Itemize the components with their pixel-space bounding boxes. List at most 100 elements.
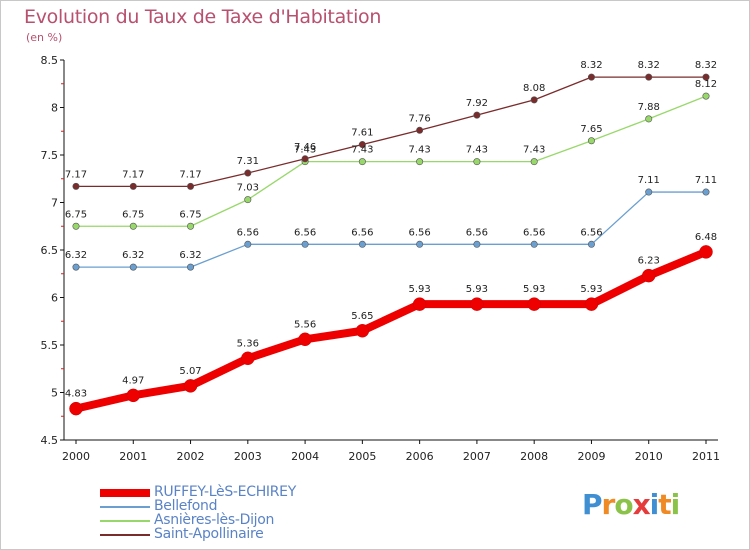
data-label: 7.46 — [294, 142, 316, 153]
y-tick-label: 7.5 — [41, 149, 59, 162]
data-point — [129, 182, 137, 190]
data-point — [244, 169, 252, 177]
x-tick-label: 2010 — [635, 450, 663, 463]
x-tick-label: 2001 — [119, 450, 147, 463]
data-point — [298, 332, 312, 347]
logo-letter: P — [582, 488, 603, 521]
data-label: 8.12 — [695, 79, 717, 90]
data-label: 6.56 — [409, 227, 431, 238]
logo-letter: o — [614, 488, 633, 521]
data-point — [301, 155, 309, 163]
data-point — [69, 401, 83, 416]
data-label: 6.56 — [466, 227, 488, 238]
data-label: 5.07 — [179, 366, 201, 377]
logo-letter: i — [649, 488, 660, 521]
series-layer — [69, 73, 713, 416]
data-label: 4.83 — [65, 389, 87, 400]
x-tick-label: 2002 — [177, 450, 205, 463]
data-label: 6.75 — [65, 209, 87, 220]
data-point — [416, 240, 424, 248]
data-point — [473, 240, 481, 248]
legend-label: Asnières-lès-Dijon — [154, 512, 275, 528]
data-label: 5.36 — [237, 338, 259, 349]
data-label: 8.08 — [523, 83, 545, 94]
data-point — [530, 96, 538, 104]
data-label: 8.32 — [638, 60, 660, 71]
data-point — [702, 92, 710, 100]
data-label: 5.93 — [409, 284, 431, 295]
logo-letter: r — [601, 488, 616, 521]
data-label: 6.56 — [294, 227, 316, 238]
x-tick-label: 2003 — [234, 450, 262, 463]
data-point — [470, 297, 484, 311]
data-label: 6.32 — [179, 250, 201, 261]
data-point — [72, 222, 80, 230]
data-point — [241, 351, 255, 366]
x-tick-label: 2000 — [62, 450, 90, 463]
data-point — [244, 240, 252, 248]
data-label: 5.56 — [294, 319, 316, 330]
data-point — [187, 182, 195, 190]
data-point — [587, 137, 595, 145]
data-point — [244, 196, 252, 204]
data-label: 5.93 — [466, 284, 488, 295]
legend-label: Bellefond — [154, 498, 218, 514]
data-point — [72, 182, 80, 190]
series-line — [72, 247, 710, 413]
data-label: 7.31 — [237, 156, 259, 167]
data-point — [645, 188, 653, 196]
chart-title: Evolution du Taux de Taxe d'Habitation — [24, 6, 382, 28]
data-label: 7.43 — [466, 145, 488, 156]
y-tick-label: 6.5 — [41, 244, 59, 257]
y-tick-label: 8.5 — [41, 54, 59, 67]
legend-swatch — [100, 489, 150, 497]
data-point — [187, 222, 195, 230]
data-point — [129, 263, 137, 271]
data-label: 7.17 — [179, 169, 201, 180]
data-point — [183, 379, 198, 393]
data-label: 6.48 — [695, 232, 717, 243]
data-label: 4.97 — [122, 375, 144, 386]
data-label: 6.56 — [580, 227, 602, 238]
data-point — [416, 126, 424, 134]
x-tick-label: 2008 — [520, 450, 548, 463]
unit-label: (en %) — [26, 31, 63, 44]
data-point — [358, 158, 366, 166]
data-label: 7.11 — [695, 175, 717, 186]
data-label: 6.32 — [65, 250, 87, 261]
x-tick-label: 2011 — [692, 450, 720, 463]
data-point — [527, 297, 541, 311]
logo-letter: x — [632, 488, 651, 521]
data-point — [702, 73, 710, 81]
legend-swatch — [100, 520, 150, 522]
y-tick-label: 6 — [51, 292, 58, 305]
data-label: 7.61 — [351, 128, 373, 139]
proxiti-logo: Proxiti — [582, 488, 680, 521]
x-tick-label: 2006 — [406, 450, 434, 463]
legend-swatch — [100, 534, 150, 536]
data-label: 6.75 — [179, 209, 201, 220]
data-label: 7.92 — [466, 98, 488, 109]
data-point — [358, 141, 366, 149]
data-label: 5.93 — [580, 284, 602, 295]
data-label: 7.43 — [294, 145, 316, 156]
data-point — [129, 222, 137, 230]
data-label: 8.32 — [695, 60, 717, 71]
data-point — [702, 188, 710, 196]
series-line — [75, 76, 707, 188]
legend-swatch — [100, 506, 150, 508]
data-label: 6.56 — [351, 227, 373, 238]
data-point — [358, 240, 366, 248]
data-label: 7.76 — [409, 113, 431, 124]
data-point — [355, 324, 370, 338]
y-tick-label: 8 — [51, 102, 58, 115]
x-tick-label: 2007 — [463, 450, 491, 463]
data-point — [699, 245, 713, 259]
data-point — [126, 388, 141, 403]
data-point — [530, 240, 538, 248]
legend-label: Saint-Apollinaire — [154, 526, 264, 542]
data-label: 7.88 — [638, 102, 660, 113]
data-label: 8.32 — [580, 60, 602, 71]
